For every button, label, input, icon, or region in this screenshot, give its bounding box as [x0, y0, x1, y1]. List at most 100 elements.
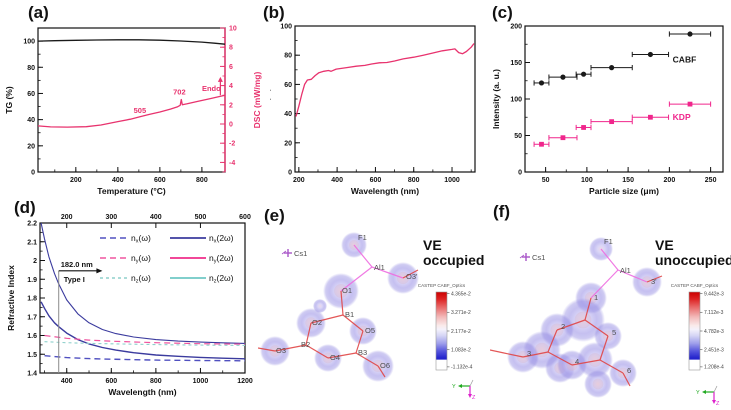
svg-text:600: 600: [105, 378, 117, 385]
svg-text:40: 40: [27, 117, 35, 124]
svg-text:400: 400: [150, 214, 162, 221]
panel-f-label: (f): [493, 202, 510, 221]
svg-text:DSC (mW/mg): DSC (mW/mg): [252, 72, 262, 129]
ve-unoccupied-title: VE unoccupied: [655, 237, 731, 268]
panel-d-label: (d): [14, 198, 36, 217]
svg-text:2.1: 2.1: [27, 239, 37, 246]
atom-label-B1: B1: [345, 310, 354, 319]
svg-text:nz(ω): nz(ω): [131, 273, 151, 285]
svg-text:4.782e-3: 4.782e-3: [704, 329, 724, 335]
svg-text:nx(ω): nx(ω): [131, 233, 151, 245]
panel-d-chart: 400 600 800 1000 1200 Wavelength (nm) 200 300 40…: [6, 214, 253, 397]
panel-e-molecule: F1 O3' O1 O2 O5 O3 O4 O6 Cs1 Al1 B1 B2 B3 CASTEP CABF…: [258, 232, 476, 401]
atom-label-O3: O3: [276, 346, 286, 355]
atom-label-3: 3: [527, 349, 531, 358]
svg-text:R (%): R (%): [270, 88, 271, 110]
svg-text:-4: -4: [229, 160, 235, 167]
svg-text:500: 500: [195, 214, 207, 221]
svg-text:400: 400: [61, 378, 73, 385]
svg-text:250: 250: [705, 177, 717, 184]
panel-f: F1 3' 1 2 5 3 4 6 Cs1 Al1 CASTEP CABF_Optics 9.442e…: [490, 200, 731, 410]
svg-text:6: 6: [229, 64, 233, 71]
panel-a: 200 400 600 800 Temperature (°C) 0 20 40 60 80 100…: [0, 0, 270, 200]
panel-c: 50 100 150 200 250 Particle size (μm) 0 50 100 15…: [480, 0, 731, 200]
ve-occupied-title: VE occupied: [423, 237, 485, 268]
svg-text:10: 10: [229, 26, 237, 33]
svg-text:ny(ω): ny(ω): [131, 253, 151, 264]
svg-text:50: 50: [542, 177, 550, 184]
svg-text:0: 0: [288, 170, 292, 177]
atom-label-Al1: Al1: [620, 266, 631, 275]
atom-label-O4: O4: [330, 353, 340, 362]
svg-text:100: 100: [23, 39, 35, 46]
svg-text:Temperature (°C): Temperature (°C): [97, 186, 166, 196]
svg-text:150: 150: [622, 177, 634, 184]
svg-text:100: 100: [280, 24, 292, 31]
atom-label-Cs1: Cs1: [294, 249, 307, 258]
svg-text:Intensity (a. u.): Intensity (a. u.): [491, 69, 501, 129]
panel-b-chart: 200 400 600 800 1000 Wavelength (nm) 0 20 40 60 80…: [270, 24, 476, 196]
panel-b: 200 400 600 800 1000 Wavelength (nm) 0 20 40 60 80…: [270, 0, 480, 200]
svg-text:0: 0: [518, 170, 522, 177]
bonds: [490, 248, 663, 387]
atom-labels: F1 3' 1 2 5 3 4 6 Cs1 Al1: [527, 237, 657, 375]
atom-label-Al1: Al1: [374, 263, 385, 272]
svg-text:Z: Z: [716, 401, 720, 407]
pm-annotation: 182.0 nm Type I: [58, 260, 103, 373]
atom-label-O6: O6: [380, 361, 390, 370]
atom-label-F1: F1: [358, 233, 367, 242]
series-CABF: CABF: [533, 31, 712, 86]
atom-label-1: 1: [594, 293, 598, 302]
annotation-505: 505: [134, 106, 147, 115]
svg-text:200: 200: [664, 177, 676, 184]
series-DSC: [37, 94, 226, 128]
svg-text:2: 2: [33, 258, 37, 265]
svg-text:-1.132e-4: -1.132e-4: [451, 365, 473, 371]
svg-text:2.2: 2.2: [27, 221, 37, 228]
atom-label-2: 2: [561, 322, 565, 331]
atom-labels: F1 O3' O1 O2 O5 O3 O4 O6 Cs1 Al1 B1 B2 B3: [276, 233, 418, 370]
svg-text:200: 200: [70, 177, 82, 184]
svg-text:1.9: 1.9: [27, 277, 37, 284]
atom-label-6: 6: [627, 366, 631, 375]
svg-text:200: 200: [510, 24, 522, 31]
svg-text:400: 400: [331, 177, 343, 184]
bonds: [258, 244, 419, 378]
panel-d: 400 600 800 1000 1200 Wavelength (nm) 200 300 40…: [0, 196, 258, 410]
axes: 400 600 800 1000 1200 Wavelength (nm) 200 300 40…: [6, 214, 253, 397]
svg-text:600: 600: [370, 177, 382, 184]
legend: nx(ω) nx(2ω) ny(ω) ny(2ω) nz(ω) nz(2ω): [100, 233, 234, 284]
svg-text:3.271e-2: 3.271e-2: [451, 310, 471, 316]
svg-text:nx(2ω): nx(2ω): [209, 233, 234, 245]
atom-label-O1: O1: [342, 286, 352, 295]
series-nzw: [44, 341, 246, 346]
svg-text:4.365e-2: 4.365e-2: [451, 291, 471, 297]
blob-extra: [577, 342, 613, 378]
panel-e: F1 O3' O1 O2 O5 O3 O4 O6 Cs1 Al1 B1 B2 B3 CASTEP CABF…: [258, 200, 490, 410]
electron-density-blobs: [507, 237, 662, 398]
panel-c-label: (c): [492, 3, 513, 22]
atom-label-O5: O5: [365, 326, 375, 335]
svg-text:60: 60: [27, 91, 35, 98]
svg-text:CASTEP CABF_Optics: CASTEP CABF_Optics: [418, 283, 466, 288]
series-KDP: KDP: [533, 101, 712, 147]
svg-text:80: 80: [284, 53, 292, 60]
annotation-Endo: Endo: [202, 84, 221, 93]
atom-label-B2: B2: [301, 340, 310, 349]
svg-text:Z: Z: [472, 395, 476, 401]
series-TG: [37, 39, 226, 45]
svg-text:2.451e-3: 2.451e-3: [704, 348, 724, 354]
svg-text:CASTEP CABF_Optics: CASTEP CABF_Optics: [671, 283, 719, 288]
atom-label-Cs1: Cs1: [532, 253, 545, 262]
panel-a-label: (a): [28, 3, 49, 22]
svg-text:20: 20: [284, 140, 292, 147]
colorbar: CASTEP CABF_Optics 9.442e-3 7.112e-3 4.782e…: [671, 283, 724, 371]
svg-text:4: 4: [229, 83, 233, 90]
svg-text:Wavelength (nm): Wavelength (nm): [351, 186, 419, 196]
series-n2w_upper: [40, 222, 246, 344]
axis-triad: YZ: [452, 379, 476, 401]
svg-text:20: 20: [27, 143, 35, 150]
atom-label-O3': O3': [406, 272, 418, 281]
svg-text:1200: 1200: [237, 378, 253, 385]
